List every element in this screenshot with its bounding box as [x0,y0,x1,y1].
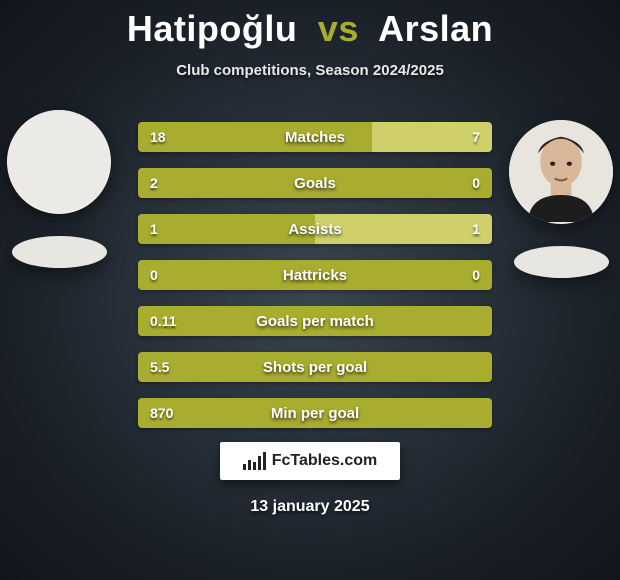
stat-bar-right [315,214,492,244]
player1-avatar [7,110,111,214]
stat-row: 187Matches [138,122,492,152]
player2-avatar [509,120,613,224]
player1-avatar-block [4,110,114,268]
player2-flag [514,246,609,278]
brand-text: FcTables.com [272,452,378,470]
stat-value-left: 1 [150,214,158,244]
stat-value-left: 0.11 [150,306,176,336]
player2-name: Arslan [378,8,493,49]
brand-chart-icon [243,452,266,470]
stat-value-left: 5.5 [150,352,169,382]
stat-bar-left [138,214,315,244]
player2-avatar-block [506,120,616,278]
stat-value-left: 0 [150,260,158,290]
subtitle: Club competitions, Season 2024/2025 [0,62,620,79]
brand-badge: FcTables.com [220,442,400,480]
stat-bar-left [138,306,492,336]
stat-value-right: 7 [472,122,480,152]
stat-bar-left [138,352,492,382]
stat-value-right: 0 [472,168,480,198]
stat-value-right: 0 [472,260,480,290]
stat-row: 00Hattricks [138,260,492,290]
stat-value-right: 1 [472,214,480,244]
player1-name: Hatipoğlu [127,8,297,49]
silhouette-icon [7,110,111,214]
stat-row: 0.11Goals per match [138,306,492,336]
date-label: 13 january 2025 [0,498,620,516]
stat-value-left: 2 [150,168,158,198]
player1-flag [12,236,107,268]
stat-row: 20Goals [138,168,492,198]
stat-bar-left [138,122,372,152]
stat-bar-left [138,168,492,198]
player2-photo-icon [509,120,613,224]
stat-bar-left [138,260,492,290]
page-title: Hatipoğlu vs Arslan [0,0,620,50]
vs-label: vs [318,8,359,49]
stat-row: 5.5Shots per goal [138,352,492,382]
stat-value-left: 18 [150,122,166,152]
stat-row: 11Assists [138,214,492,244]
stats-container: 187Matches20Goals11Assists00Hattricks0.1… [138,122,492,444]
stat-bar-left [138,398,492,428]
stat-value-left: 870 [150,398,173,428]
stat-row: 870Min per goal [138,398,492,428]
